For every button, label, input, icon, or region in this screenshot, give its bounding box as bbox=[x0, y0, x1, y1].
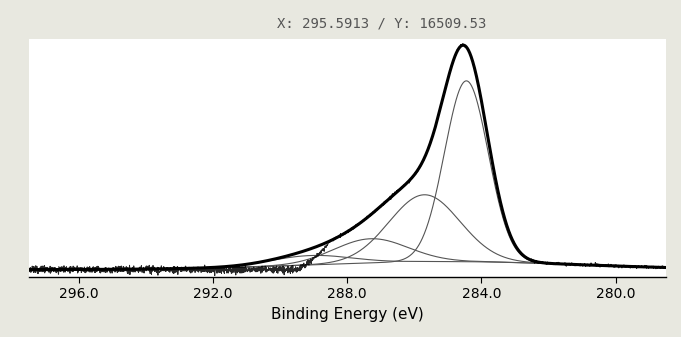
Text: X: 295.5913 / Y: 16509.53: X: 295.5913 / Y: 16509.53 bbox=[276, 17, 486, 31]
X-axis label: Binding Energy (eV): Binding Energy (eV) bbox=[271, 307, 424, 322]
